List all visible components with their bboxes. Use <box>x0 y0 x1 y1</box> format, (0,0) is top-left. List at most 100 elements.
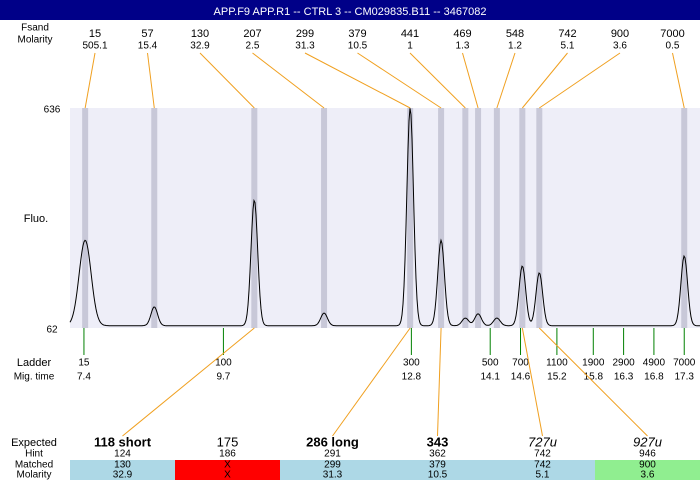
peak-connector <box>672 52 685 109</box>
peak-connector <box>252 52 325 109</box>
hint: 362 <box>429 449 446 460</box>
peak-connector <box>304 52 411 109</box>
expected-size: 175 <box>217 434 239 449</box>
molarity: 5.1 <box>536 470 550 480</box>
ladder-size: 1900 <box>582 358 605 369</box>
matched: 742 <box>534 460 551 471</box>
peak-connector <box>147 52 155 109</box>
hint: 291 <box>324 449 341 460</box>
peak-molarity: 10.5 <box>348 41 368 52</box>
row-label: Hint <box>25 449 43 460</box>
peak-size: 441 <box>401 28 419 40</box>
expected-connector <box>437 327 442 437</box>
molarity-label: Molarity <box>17 35 52 46</box>
ladder-time: 7.4 <box>77 372 91 383</box>
ladder-size: 1100 <box>546 358 568 369</box>
matched: X <box>224 460 231 471</box>
expected-size: 118 short <box>94 434 152 449</box>
hint: 742 <box>534 449 551 460</box>
peak-size: 299 <box>296 28 314 40</box>
peak-molarity: 5.1 <box>561 41 575 52</box>
peak-size: 57 <box>141 28 153 40</box>
hint: 124 <box>114 449 131 460</box>
matched-cell <box>175 460 280 480</box>
peak-band <box>321 108 328 328</box>
peak-connector <box>539 52 621 109</box>
y-tick-label: 636 <box>44 105 61 116</box>
row-label: Expected <box>11 437 57 449</box>
matched-cell <box>385 460 490 480</box>
peak-molarity: 31.3 <box>295 41 315 52</box>
matched-cell <box>280 460 385 480</box>
ladder-label: Ladder <box>17 357 52 369</box>
peak-band <box>519 108 526 328</box>
peak-connector <box>462 52 479 109</box>
peak-size: 469 <box>453 28 471 40</box>
trace <box>69 108 700 327</box>
ladder-time: 17.3 <box>675 372 695 383</box>
ladder-size: 7000 <box>673 358 696 369</box>
peak-connector <box>496 52 516 109</box>
ladder-time: 14.6 <box>511 372 531 383</box>
peak-molarity: 0.5 <box>666 41 680 52</box>
header-bar <box>0 0 700 20</box>
hint: 186 <box>219 449 236 460</box>
peak-size: 7000 <box>660 28 684 40</box>
peak-band <box>536 108 543 328</box>
peak-molarity: 15.4 <box>138 41 158 52</box>
ladder-time: 9.7 <box>216 372 230 383</box>
ladder-size: 100 <box>215 358 232 369</box>
expected-connector <box>122 327 255 437</box>
ladder-size: 15 <box>78 358 90 369</box>
peak-connector <box>357 52 442 109</box>
peak-size: 379 <box>348 28 366 40</box>
size-label: Fsand <box>21 23 49 34</box>
matched-cell <box>595 460 700 480</box>
peak-connector <box>521 52 568 109</box>
ladder-size: 500 <box>482 358 499 369</box>
ladder-size: 700 <box>512 358 529 369</box>
peak-band <box>438 108 445 328</box>
molarity: 10.5 <box>428 470 448 480</box>
expected-size: 927u <box>633 434 662 449</box>
expected-size: 727u <box>528 434 557 449</box>
peak-band <box>407 108 414 328</box>
peak-size: 742 <box>558 28 576 40</box>
peak-size: 207 <box>243 28 261 40</box>
ladder-time: 14.1 <box>480 372 500 383</box>
peak-band <box>462 108 469 328</box>
mig-time-label: Mig. time <box>14 372 55 383</box>
expected-size: 343 <box>427 434 449 449</box>
plot-area <box>70 108 700 328</box>
peak-molarity: 1.3 <box>456 41 470 52</box>
peak-connector <box>199 52 255 109</box>
peak-size: 15 <box>89 28 101 40</box>
peak-size: 900 <box>611 28 629 40</box>
matched: 130 <box>114 460 131 471</box>
peak-connector <box>84 52 96 109</box>
ladder-time: 15.8 <box>584 372 604 383</box>
ladder-size: 300 <box>403 358 420 369</box>
matched-cell <box>490 460 595 480</box>
peak-molarity: 2.5 <box>246 41 260 52</box>
matched-cell <box>70 460 175 480</box>
peak-band <box>475 108 482 328</box>
peak-molarity: 1.2 <box>508 41 522 52</box>
peak-band <box>493 108 500 328</box>
peak-molarity: 1 <box>407 41 413 52</box>
peak-band <box>151 108 158 328</box>
peak-molarity: 505.1 <box>82 41 107 52</box>
header-title: APP.F9 APP.R1 -- CTRL 3 -- CM029835.B11 … <box>214 6 487 18</box>
expected-connector <box>521 327 543 437</box>
y-axis-label: Fluo. <box>24 213 48 225</box>
peak-molarity: 32.9 <box>190 41 210 52</box>
peak-size: 548 <box>506 28 524 40</box>
expected-connector <box>538 327 648 437</box>
ladder-time: 12.8 <box>402 372 422 383</box>
molarity: 3.6 <box>641 470 655 480</box>
peak-band <box>681 108 688 328</box>
ladder-time: 16.3 <box>614 372 634 383</box>
ladder-size: 2900 <box>612 358 635 369</box>
matched: 379 <box>429 460 446 471</box>
